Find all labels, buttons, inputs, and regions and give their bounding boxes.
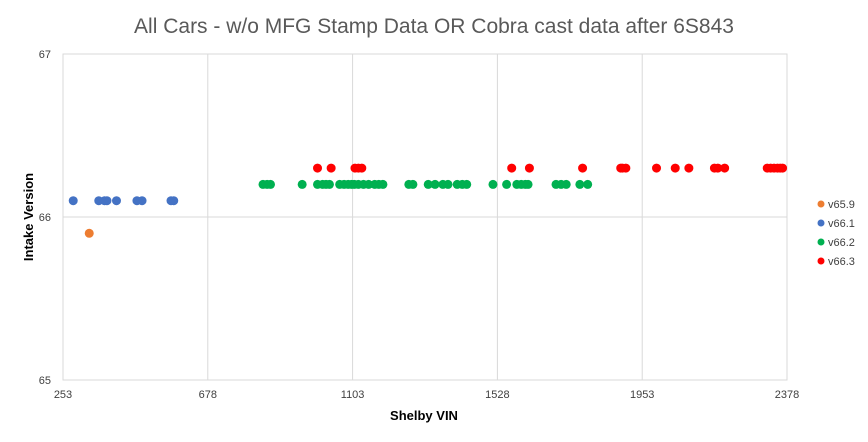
data-point-v66-2 <box>408 179 418 189</box>
data-point-v66-2 <box>462 179 472 189</box>
data-point-v66-2 <box>297 179 307 189</box>
data-point-v66-3 <box>713 163 723 173</box>
data-point-v66-2 <box>488 179 498 189</box>
plot-area-border <box>62 53 788 381</box>
legend-label-v65-9: v65.9 <box>828 199 855 211</box>
x-tick-label: 253 <box>54 389 72 401</box>
x-tick-label: 1528 <box>485 389 509 401</box>
data-point-v65-9 <box>84 228 94 238</box>
data-point-v66-1 <box>111 196 121 206</box>
data-point-v66-2 <box>324 179 334 189</box>
legend: v65.9 v66.1 v66.2 v66.3 <box>817 199 855 268</box>
legend-label-v66-2: v66.2 <box>828 237 855 249</box>
data-point-v66-2 <box>575 179 585 189</box>
data-point-v66-3 <box>578 163 588 173</box>
data-point-v66-3 <box>621 163 631 173</box>
data-point-v66-1 <box>169 196 179 206</box>
x-tick-label: 1103 <box>341 389 365 401</box>
x-tick-label: 678 <box>199 389 217 401</box>
data-point-v66-2 <box>583 179 593 189</box>
data-point-v66-1 <box>102 196 112 206</box>
y-tick-label: 67 <box>39 49 51 61</box>
y-tick-label: 65 <box>39 375 51 387</box>
axis-ticks: 253 678 1103 1528 1953 2378 65 66 67 <box>39 49 799 401</box>
data-point-v66-2 <box>430 179 440 189</box>
data-point-v66-3 <box>357 163 367 173</box>
data-point-v66-2 <box>378 179 388 189</box>
data-point-v66-2 <box>523 179 533 189</box>
data-point-v66-3 <box>524 163 534 173</box>
legend-marker-v66-1 <box>817 219 825 227</box>
data-point-v66-2 <box>443 179 453 189</box>
legend-marker-v66-3 <box>817 257 825 265</box>
data-point-v66-2 <box>561 179 571 189</box>
chart-title: All Cars - w/o MFG Stamp Data OR Cobra c… <box>134 15 734 38</box>
data-point-v66-2 <box>502 179 512 189</box>
data-point-v66-3 <box>670 163 680 173</box>
legend-marker-v65-9 <box>817 200 825 208</box>
x-axis-label: Shelby VIN <box>390 408 458 423</box>
data-point-v66-3 <box>652 163 662 173</box>
data-point-v66-3 <box>778 163 788 173</box>
legend-label-v66-3: v66.3 <box>828 256 855 268</box>
data-point-v66-2 <box>265 179 275 189</box>
data-point-v66-3 <box>720 163 730 173</box>
x-tick-label: 1953 <box>630 389 654 401</box>
y-tick-label: 66 <box>39 212 51 224</box>
data-point-v66-3 <box>313 163 323 173</box>
grid-lines <box>62 53 788 381</box>
data-point-v66-1 <box>68 196 78 206</box>
y-axis-label: Intake Version <box>21 173 36 261</box>
data-point-v66-3 <box>507 163 517 173</box>
data-point-v66-1 <box>137 196 147 206</box>
data-point-v66-3 <box>326 163 336 173</box>
legend-label-v66-1: v66.1 <box>828 218 855 230</box>
x-tick-label: 2378 <box>775 389 799 401</box>
data-point-v66-2 <box>423 179 433 189</box>
data-point-v66-3 <box>684 163 694 173</box>
legend-marker-v66-2 <box>817 238 825 246</box>
data-points <box>68 163 788 238</box>
